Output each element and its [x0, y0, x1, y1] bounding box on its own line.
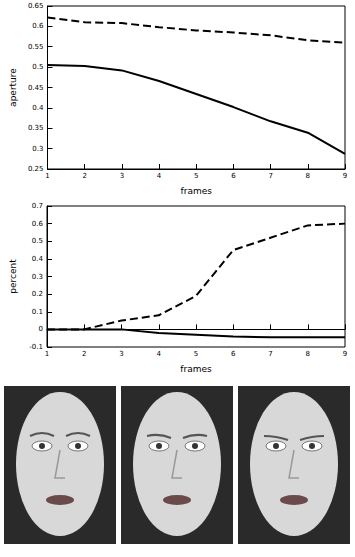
svg-text:3: 3: [119, 350, 123, 358]
svg-text:7: 7: [268, 172, 272, 180]
svg-text:0.4: 0.4: [32, 255, 44, 263]
svg-text:6: 6: [231, 350, 236, 358]
svg-text:2: 2: [82, 172, 86, 180]
svg-text:7: 7: [268, 350, 272, 358]
svg-text:0.65: 0.65: [28, 2, 44, 10]
svg-text:0: 0: [39, 325, 43, 333]
svg-text:0.55: 0.55: [28, 43, 44, 51]
svg-text:9: 9: [343, 350, 347, 358]
svg-text:9: 9: [343, 172, 347, 180]
svg-text:8: 8: [306, 172, 310, 180]
svg-text:-0.1: -0.1: [29, 343, 43, 351]
svg-text:1: 1: [45, 350, 49, 358]
svg-text:0.4: 0.4: [32, 104, 44, 112]
svg-text:0.3: 0.3: [32, 273, 43, 281]
svg-text:1: 1: [45, 172, 49, 180]
svg-text:frames: frames: [181, 186, 213, 196]
svg-text:0.5: 0.5: [32, 63, 43, 71]
svg-text:0.2: 0.2: [32, 290, 43, 298]
svg-text:0.3: 0.3: [32, 145, 43, 153]
svg-text:0.35: 0.35: [28, 124, 44, 132]
svg-text:5: 5: [194, 350, 198, 358]
svg-text:0.6: 0.6: [32, 22, 44, 30]
svg-text:5: 5: [194, 172, 198, 180]
svg-text:0.1: 0.1: [32, 308, 43, 316]
svg-text:0.5: 0.5: [32, 237, 43, 245]
svg-text:0.7: 0.7: [32, 202, 43, 210]
svg-text:frames: frames: [180, 364, 212, 374]
svg-text:aperture: aperture: [8, 68, 18, 107]
svg-text:0.6: 0.6: [32, 220, 44, 228]
svg-text:3: 3: [120, 172, 124, 180]
svg-text:4: 4: [157, 172, 162, 180]
svg-text:6: 6: [231, 172, 236, 180]
svg-text:2: 2: [82, 350, 86, 358]
svg-text:0.45: 0.45: [28, 84, 44, 92]
svg-text:4: 4: [157, 350, 162, 358]
svg-text:percent: percent: [8, 259, 18, 294]
svg-text:8: 8: [306, 350, 310, 358]
svg-text:0.25: 0.25: [28, 165, 44, 173]
